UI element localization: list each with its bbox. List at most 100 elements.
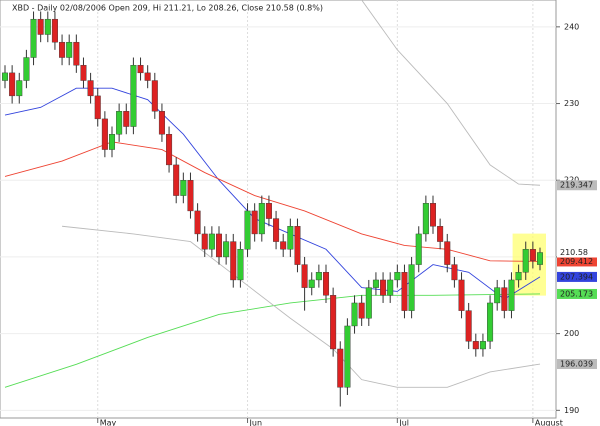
candle-body: [451, 264, 458, 281]
candle-body: [16, 80, 23, 97]
candle-body: [308, 279, 315, 288]
candle-body: [166, 134, 173, 166]
candle-body: [144, 72, 151, 81]
candle-body: [501, 287, 508, 311]
candle-body: [344, 325, 351, 388]
candle-body: [87, 80, 94, 97]
y-tick-label: 190: [564, 406, 579, 415]
candle-body: [80, 64, 87, 81]
candle-body: [59, 41, 66, 58]
candle-body: [23, 57, 30, 81]
y-tick-label: 220: [564, 176, 579, 185]
price-tag: [557, 180, 597, 191]
candle-body: [137, 64, 144, 74]
candle-body: [173, 164, 180, 196]
candle-body: [487, 302, 494, 342]
x-tick-label: Jul: [398, 419, 409, 426]
candle-body: [237, 249, 244, 281]
candle-body: [330, 295, 337, 350]
candle-body: [9, 72, 16, 97]
x-tick-label: May: [100, 419, 117, 426]
candle-body: [223, 241, 230, 258]
candle-body: [215, 233, 222, 258]
price-tag: [557, 271, 597, 282]
candle-body: [94, 95, 101, 120]
candle-body: [408, 264, 415, 311]
price-tag: [557, 256, 597, 267]
candle-body: [508, 279, 515, 311]
candle-body: [201, 233, 208, 250]
candle-body: [430, 203, 437, 227]
candle-body: [422, 203, 429, 235]
candle-body: [537, 252, 544, 265]
candle-body: [394, 272, 401, 281]
candle-body: [337, 348, 344, 388]
candle-body: [472, 341, 479, 350]
candle-body: [194, 210, 201, 235]
candle-body: [372, 279, 379, 288]
candle-body: [265, 203, 272, 219]
candle-body: [522, 249, 529, 273]
candle-body: [66, 41, 73, 58]
candle-body: [465, 310, 472, 342]
candle-body: [2, 72, 8, 81]
candle-body: [280, 241, 287, 250]
y-tick-label: 230: [564, 99, 579, 108]
price-tag: [557, 359, 597, 370]
candle-body: [437, 226, 444, 242]
plot-frame: [0, 0, 557, 419]
candle-body: [301, 264, 308, 288]
candle-body: [358, 302, 365, 319]
candle-body: [37, 18, 44, 35]
candle-body: [258, 203, 265, 235]
chart-title: XBD - Daily 02/08/2006 Open 209, Hi 211.…: [12, 4, 323, 13]
candle-body: [51, 18, 58, 43]
price-tag-label: 196.039: [560, 360, 593, 369]
candle-body: [387, 279, 394, 296]
candle-body: [251, 210, 258, 235]
candle-body: [180, 180, 187, 196]
candle-body: [351, 302, 358, 327]
candle-body: [73, 41, 80, 66]
candle-body: [273, 218, 280, 242]
candle-body: [230, 241, 237, 281]
candle-body: [415, 233, 422, 265]
y-tick-label: 200: [564, 329, 579, 338]
candle-body: [208, 233, 215, 250]
candle-body: [294, 226, 301, 265]
candle-body: [529, 249, 536, 261]
y-tick-label: 240: [564, 22, 579, 31]
candle-body: [287, 226, 294, 250]
candle-body: [101, 118, 108, 150]
candle-body: [458, 279, 465, 311]
candle-body: [380, 279, 387, 296]
price-tag-label: 210.58: [560, 248, 588, 257]
candle-body: [30, 18, 37, 58]
candle-body: [130, 64, 137, 127]
x-tick-label: August: [535, 419, 563, 426]
price-tag: [557, 247, 597, 258]
indicator-line: [361, 0, 541, 186]
indicator-line: [4, 293, 541, 388]
candle-body: [187, 180, 194, 212]
candle-body: [365, 287, 372, 319]
candle-body: [151, 80, 158, 112]
candle-body: [158, 111, 165, 135]
price-tag-label: 207.394: [560, 272, 593, 281]
candle-body: [116, 111, 123, 135]
candle-body: [515, 272, 522, 281]
x-tick-label: Jun: [249, 419, 262, 426]
price-tag-label: 209.412: [560, 257, 593, 266]
indicator-line: [4, 87, 541, 300]
price-tag-label: 219.347: [560, 181, 593, 190]
candle-body: [323, 272, 330, 296]
candle-body: [444, 241, 451, 265]
candle-body: [108, 134, 115, 150]
candle-body: [401, 272, 408, 311]
price-tag-label: 205.173: [560, 289, 593, 298]
price-tag: [557, 288, 597, 299]
candle-body: [123, 111, 130, 127]
candle-body: [494, 287, 501, 304]
candle-body: [315, 272, 322, 281]
